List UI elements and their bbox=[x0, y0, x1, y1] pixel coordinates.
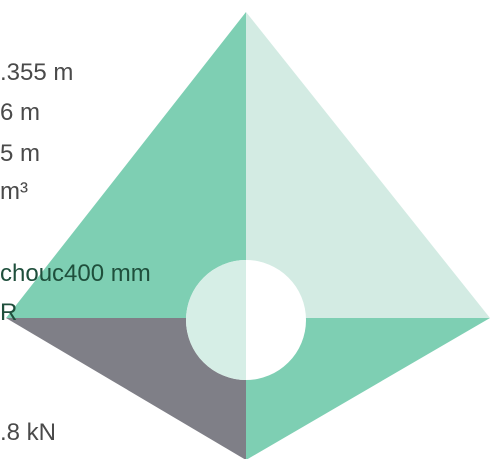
bottom-right-face bbox=[246, 318, 490, 459]
text-line-1: .355 m bbox=[0, 59, 74, 86]
center-circle-left-half bbox=[186, 260, 246, 380]
text-line-6: R bbox=[0, 299, 18, 326]
text-line-3: 5 m bbox=[0, 140, 41, 167]
right-face bbox=[246, 12, 490, 318]
text-line-4: m³ bbox=[0, 178, 28, 205]
text-line-5: chouc400 mm bbox=[0, 260, 151, 287]
left-face bbox=[6, 12, 246, 318]
text-line-7: .8 kN bbox=[0, 419, 57, 446]
bottom-left-face bbox=[6, 318, 246, 459]
text-line-2: 6 m bbox=[0, 99, 41, 126]
